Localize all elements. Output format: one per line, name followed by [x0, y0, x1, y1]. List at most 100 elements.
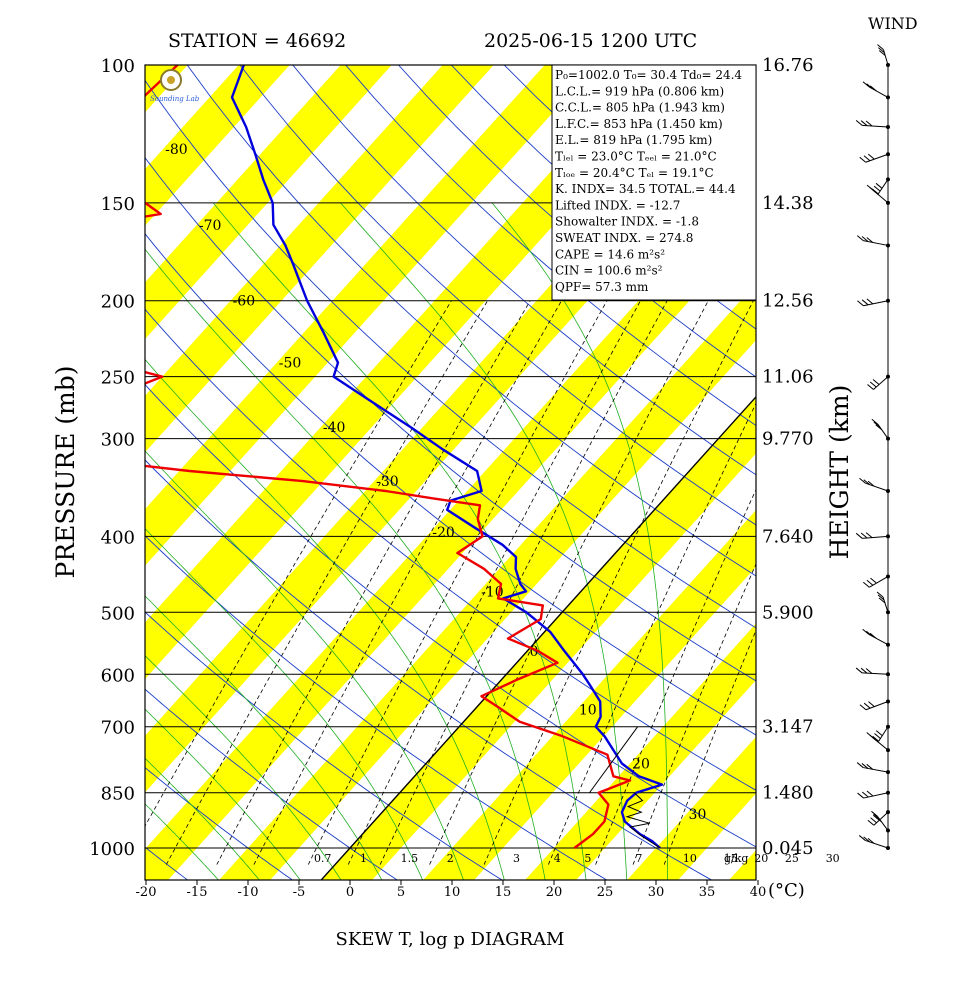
- moist-adiabat-line: [145, 358, 505, 880]
- moist-adiabat-line: [145, 708, 301, 880]
- wind-barb-feather: [867, 153, 875, 160]
- height-tick-label: 3.147: [762, 717, 814, 738]
- indices-line: K. INDX= 34.5 TOTAL.= 44.4: [555, 182, 736, 196]
- dry-adiabat-line: [145, 157, 756, 682]
- pressure-tick-label: 100: [101, 56, 135, 77]
- mixing-ratio-label: 20: [754, 852, 768, 865]
- temperature-tick-label: 20: [546, 885, 563, 900]
- station-label: STATION = 46692: [168, 30, 346, 52]
- indices-line: P₀=1002.0 T₀= 30.4 Td₀= 24.4: [555, 68, 742, 82]
- y-axis-label: PRESSURE (mb): [51, 365, 80, 578]
- dry-adiabat-line: [145, 233, 756, 736]
- series-line-dewpoint: [145, 65, 632, 849]
- isotherm-band: [627, 736, 756, 880]
- wind-barb-feather: [863, 479, 871, 486]
- dry-adiabat-line: [145, 611, 503, 880]
- mixing-ratio-line: [595, 488, 756, 865]
- mixing-ratio-label: 15: [724, 852, 738, 865]
- dry-adiabat-line: [145, 459, 713, 880]
- mixing-ratio-label: 7: [635, 852, 642, 865]
- indices-line: E.L.= 819 hPa (1.795 km): [555, 133, 712, 147]
- isotherm-band: [145, 65, 392, 340]
- temperature-tick-label: -15: [187, 885, 208, 900]
- height-tick-label: 14.38: [762, 193, 814, 214]
- dry-adiabat-line: [145, 308, 756, 791]
- temperature-tick-label: 25: [597, 885, 614, 900]
- mixing-ratio-label: 10: [683, 852, 697, 865]
- isotherm-label: -80: [165, 142, 188, 158]
- height-tick-label: 12.56: [762, 291, 814, 312]
- temperature-tick-label: 0: [346, 885, 354, 900]
- wind-barb-feather: [872, 735, 880, 742]
- wind-barb: [877, 179, 889, 195]
- wind-barb-feather: [862, 581, 870, 588]
- mixing-ratio-line: [632, 562, 756, 865]
- mixing-ratio-label: 30: [826, 852, 840, 865]
- wind-barb-feather: [873, 813, 880, 820]
- wind-barb-feather: [878, 50, 886, 56]
- chart-title: SKEW T, log p DIAGRAM: [336, 929, 565, 950]
- mixing-ratio-lines: [145, 300, 756, 865]
- wind-barb: [878, 726, 889, 742]
- indices-line: QPF= 57.3 mm: [555, 280, 649, 294]
- pressure-tick-labels: 100 150 200 250 300 400 500 600 700 850 1000: [89, 56, 135, 860]
- temperature-tick-label: 35: [699, 885, 716, 900]
- mixing-ratio-label: 0.7: [314, 852, 332, 865]
- wind-barb-feather: [873, 185, 881, 192]
- wind-barb-feather: [866, 237, 874, 243]
- height-tick-label: 11.06: [762, 367, 814, 388]
- wind-barb-feather: [862, 81, 870, 88]
- wind-barb-feather: [861, 236, 869, 242]
- height-axis-label: HEIGHT (km): [825, 385, 854, 560]
- mixing-ratio-line: [548, 402, 756, 865]
- height-tick-label: 16.76: [762, 55, 814, 76]
- wind-barb-feather: [866, 298, 874, 305]
- wind-barb-feather: [878, 597, 886, 604]
- mixing-ratio-line: [347, 300, 641, 865]
- wind-barb: [863, 300, 889, 307]
- wind-barb: [863, 792, 889, 799]
- isotherm-label: 20: [632, 757, 650, 773]
- moist-adiabat-line: [145, 595, 383, 880]
- wind-barb-feather: [869, 632, 877, 639]
- wind-barb-feather: [875, 816, 882, 823]
- mixing-ratio-label: 4: [554, 852, 561, 865]
- plot-frame: [144, 64, 757, 881]
- isotherm-label: -20: [432, 525, 455, 541]
- wind-barb-feather: [871, 810, 878, 817]
- wind-barb-feather: [862, 628, 869, 635]
- parcel-hatch: [625, 792, 661, 849]
- wind-barb-feather: [877, 594, 885, 601]
- temperature-tick-label: 5: [397, 885, 405, 900]
- wind-barb-feather: [859, 156, 867, 163]
- dry-adiabat-line: [145, 79, 756, 629]
- wind-barb: [863, 240, 889, 246]
- isotherm-band: [145, 170, 756, 880]
- pressure-tick-label: 1000: [89, 839, 135, 860]
- isotherm-label: -70: [199, 218, 222, 234]
- wind-barb-feather: [874, 733, 881, 739]
- datetime-label: 2025-06-15 1200 UTC: [484, 30, 697, 52]
- height-tick-label: 0.045: [762, 838, 814, 859]
- indices-box: [551, 64, 757, 301]
- wind-title: WIND: [868, 14, 918, 33]
- wind-barb-feather: [866, 83, 873, 90]
- pressure-tick-label: 500: [101, 603, 135, 624]
- isotherm-label: -60: [233, 294, 256, 310]
- indices-line: Tₗₒₑ = 20.4°C Tₑₗ = 19.1°C: [555, 166, 714, 180]
- temperature-tick-labels: -20 -15 -10 -5 0 5 10 15 20 25 30 35 40: [136, 880, 766, 900]
- temperature-tick-label: -10: [238, 885, 259, 900]
- wind-barb-feather: [855, 667, 863, 674]
- x-unit-label: (°C): [768, 880, 805, 901]
- wind-barb-feather: [856, 235, 864, 242]
- mixing-ratio-line: [483, 300, 754, 865]
- wind-barb-feather: [866, 763, 874, 770]
- temperature-tick-label: 30: [648, 885, 665, 900]
- logo-text: Sounding Lab: [150, 95, 200, 103]
- temperature-tick-label: 15: [495, 885, 512, 900]
- logo: Sounding Lab: [150, 69, 200, 103]
- mixing-ratio-line: [253, 300, 562, 865]
- wind-barb-feather: [858, 835, 866, 841]
- height-tick-label: 7.640: [762, 526, 814, 547]
- wind-barb: [869, 576, 889, 588]
